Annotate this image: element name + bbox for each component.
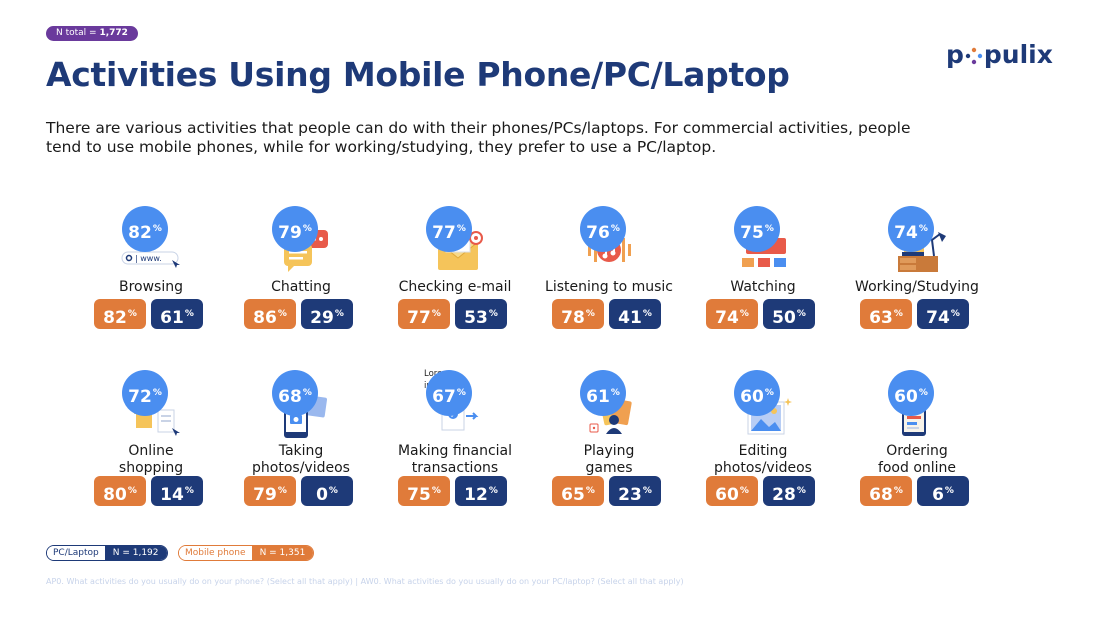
value-pills: 80% 14%	[94, 476, 208, 506]
svg-text:| www.: | www.	[135, 254, 162, 263]
page-title: Activities Using Mobile Phone/PC/Laptop	[46, 55, 790, 94]
overall-value: 77%	[426, 206, 472, 252]
legend-pc-label: PC/Laptop	[47, 546, 105, 560]
page-subtitle: There are various activities that people…	[46, 119, 911, 156]
activity-label: Watching	[730, 279, 796, 295]
mobile-value: 60%	[706, 476, 758, 506]
activity-card: 68% Taking photos/videos 79% 0%	[226, 370, 376, 520]
activity-card: 74% Working/Studying 63% 74%	[842, 206, 992, 356]
logo-dot-icon	[965, 42, 983, 65]
mobile-value: 75%	[398, 476, 450, 506]
pc-laptop-value: 29%	[301, 299, 353, 329]
pc-laptop-value: 6%	[917, 476, 969, 506]
pc-laptop-value: 53%	[455, 299, 507, 329]
mobile-value: 80%	[94, 476, 146, 506]
populix-logo: p pulix	[946, 40, 1053, 69]
mobile-value: 77%	[398, 299, 450, 329]
overall-value: 79%	[272, 206, 318, 252]
overall-value: 75%	[734, 206, 780, 252]
activity-card: 75% Watching 74% 50%	[688, 206, 838, 356]
overall-value: 68%	[272, 370, 318, 416]
pc-laptop-value: 12%	[455, 476, 507, 506]
legend-mobile-count: N = 1,351	[251, 546, 314, 560]
value-pills: 77% 53%	[398, 299, 512, 329]
mobile-value: 63%	[860, 299, 912, 329]
activity-card: 79% Chatting 86% 29%	[226, 206, 376, 356]
value-pills: 86% 29%	[244, 299, 358, 329]
mobile-value: 78%	[552, 299, 604, 329]
activity-label: Making financial transactions	[397, 443, 513, 476]
mobile-value: 68%	[860, 476, 912, 506]
pc-laptop-value: 0%	[301, 476, 353, 506]
value-pills: 75% 12%	[398, 476, 512, 506]
activity-card: 61% Playing games 65% 23%	[534, 370, 684, 520]
value-pills: 65% 23%	[552, 476, 666, 506]
activity-label: Browsing	[118, 279, 183, 295]
pc-laptop-value: 61%	[151, 299, 203, 329]
mobile-value: 82%	[94, 299, 146, 329]
overall-value: 82%	[122, 206, 168, 252]
overall-value: 61%	[580, 370, 626, 416]
pc-laptop-value: 74%	[917, 299, 969, 329]
activity-card: 60% Editing photos/videos 60% 28%	[688, 370, 838, 520]
value-pills: 63% 74%	[860, 299, 974, 329]
legend-pc-count: N = 1,192	[104, 546, 167, 560]
activity-card: | www. 82% Browsing 82% 61%	[76, 206, 226, 356]
activity-card: 77% Checking e-mail 77% 53%	[380, 206, 530, 356]
legend-mobile-label: Mobile phone	[179, 546, 252, 560]
mobile-value: 74%	[706, 299, 758, 329]
overall-value: 60%	[734, 370, 780, 416]
mobile-value: 79%	[244, 476, 296, 506]
activity-label: Online shopping	[118, 443, 184, 476]
activity-label: Taking photos/videos	[252, 443, 350, 476]
overall-value: 74%	[888, 206, 934, 252]
overall-value: 76%	[580, 206, 626, 252]
mobile-value: 86%	[244, 299, 296, 329]
activity-label: Chatting	[271, 279, 331, 295]
activity-card: LoremipsumdoRp67%Making financialtransac…	[380, 369, 530, 520]
activity-card: 60% Ordering food online 68% 6%	[842, 370, 992, 520]
overall-value: 72%	[122, 370, 168, 416]
value-pills: 74% 50%	[706, 299, 820, 329]
value-pills: 60% 28%	[706, 476, 820, 506]
legend-mobile-phone: Mobile phone N = 1,351	[178, 545, 315, 561]
value-pills: 78% 41%	[552, 299, 666, 329]
pc-laptop-value: 14%	[151, 476, 203, 506]
activity-label: Working/Studying	[855, 279, 979, 295]
activity-label: Listening to music	[545, 279, 673, 295]
pc-laptop-value: 23%	[609, 476, 661, 506]
activity-label: Ordering food online	[877, 443, 957, 476]
value-pills: 82% 61%	[94, 299, 208, 329]
pc-laptop-value: 28%	[763, 476, 815, 506]
activity-label: Editing photos/videos	[714, 443, 812, 476]
activity-label: Playing games	[583, 443, 635, 476]
pc-laptop-value: 41%	[609, 299, 661, 329]
pc-laptop-value: 50%	[763, 299, 815, 329]
overall-value: 60%	[888, 370, 934, 416]
activity-label: Checking e-mail	[398, 279, 512, 295]
value-pills: 68% 6%	[860, 476, 974, 506]
value-pills: 79% 0%	[244, 476, 358, 506]
overall-value: 67%	[426, 370, 472, 416]
legend-pc-laptop: PC/Laptop N = 1,192	[46, 545, 168, 561]
activity-card: 76% Listening to music 78% 41%	[534, 206, 684, 356]
browser-icon: | www.	[120, 226, 184, 274]
survey-footnote: AP0. What activities do you usually do o…	[46, 577, 684, 586]
n-total-badge: N total = 1,772	[46, 26, 138, 41]
mobile-value: 65%	[552, 476, 604, 506]
